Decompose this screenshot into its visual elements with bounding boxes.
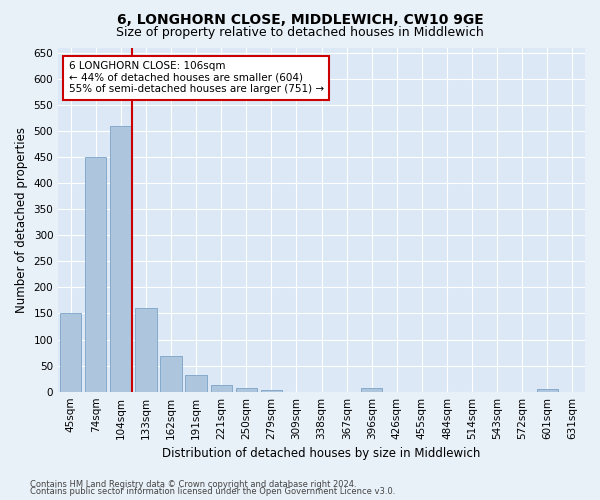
Bar [261,390,282,392]
X-axis label: Distribution of detached houses by size in Middlewich: Distribution of detached houses by size … [163,447,481,460]
Text: 6 LONGHORN CLOSE: 106sqm
← 44% of detached houses are smaller (604)
55% of semi-: 6 LONGHORN CLOSE: 106sqm ← 44% of detach… [69,62,324,94]
Y-axis label: Number of detached properties: Number of detached properties [15,126,28,312]
Bar [236,388,257,392]
Bar [160,356,182,392]
Text: 6, LONGHORN CLOSE, MIDDLEWICH, CW10 9GE: 6, LONGHORN CLOSE, MIDDLEWICH, CW10 9GE [116,12,484,26]
Bar [110,126,131,392]
Bar [136,308,157,392]
Bar [85,157,106,392]
Text: Contains HM Land Registry data © Crown copyright and database right 2024.: Contains HM Land Registry data © Crown c… [30,480,356,489]
Text: Size of property relative to detached houses in Middlewich: Size of property relative to detached ho… [116,26,484,39]
Bar [537,389,558,392]
Text: Contains public sector information licensed under the Open Government Licence v3: Contains public sector information licen… [30,487,395,496]
Bar [211,385,232,392]
Bar [60,314,82,392]
Bar [185,375,207,392]
Bar [361,388,382,392]
